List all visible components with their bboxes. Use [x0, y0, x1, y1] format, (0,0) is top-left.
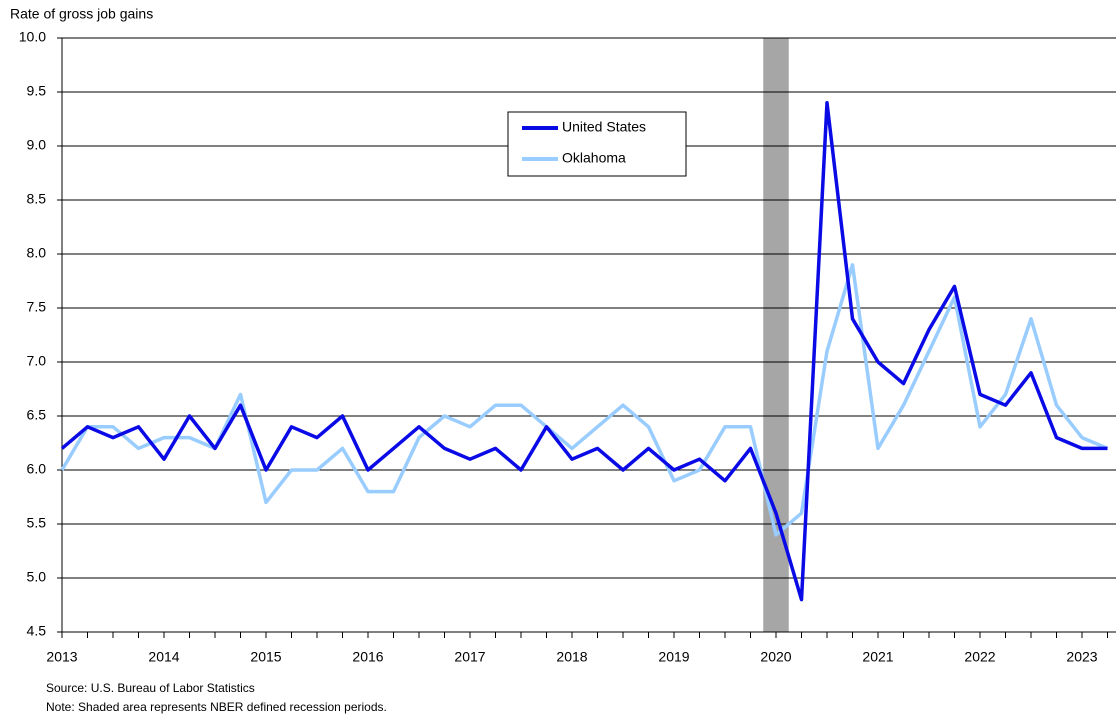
y-tick-label: 8.5 — [27, 191, 47, 207]
x-tick-label: 2019 — [658, 649, 689, 665]
y-tick-label: 6.0 — [27, 461, 47, 477]
y-tick-label: 7.5 — [27, 299, 47, 315]
y-tick-label: 5.0 — [27, 569, 47, 585]
legend-label: Oklahoma — [562, 150, 626, 166]
x-tick-label: 2023 — [1066, 649, 1097, 665]
y-tick-label: 10.0 — [19, 29, 46, 45]
y-tick-label: 9.5 — [27, 83, 47, 99]
x-tick-label: 2021 — [862, 649, 893, 665]
legend-label: United States — [562, 119, 646, 135]
y-axis-label: Rate of gross job gains — [10, 6, 153, 22]
x-tick-label: 2015 — [250, 649, 281, 665]
source: Source: U.S. Bureau of Labor Statistics — [46, 681, 255, 695]
y-tick-label: 9.0 — [27, 137, 47, 153]
x-tick-label: 2013 — [46, 649, 77, 665]
y-tick-label: 5.5 — [27, 515, 47, 531]
y-tick-label: 6.5 — [27, 407, 47, 423]
x-tick-label: 2017 — [454, 649, 485, 665]
x-tick-label: 2016 — [352, 649, 383, 665]
note: Note: Shaded area represents NBER define… — [46, 700, 387, 714]
legend-box — [507, 111, 687, 177]
series-line — [60, 263, 1109, 537]
x-tick-label: 2014 — [148, 649, 179, 665]
x-tick-label: 2018 — [556, 649, 587, 665]
y-tick-label: 7.0 — [27, 353, 47, 369]
series-line — [60, 101, 1108, 602]
y-tick-label: 8.0 — [27, 245, 47, 261]
y-tick-label: 4.5 — [27, 623, 47, 639]
x-tick-label: 2020 — [760, 649, 791, 665]
x-tick-label: 2022 — [964, 649, 995, 665]
